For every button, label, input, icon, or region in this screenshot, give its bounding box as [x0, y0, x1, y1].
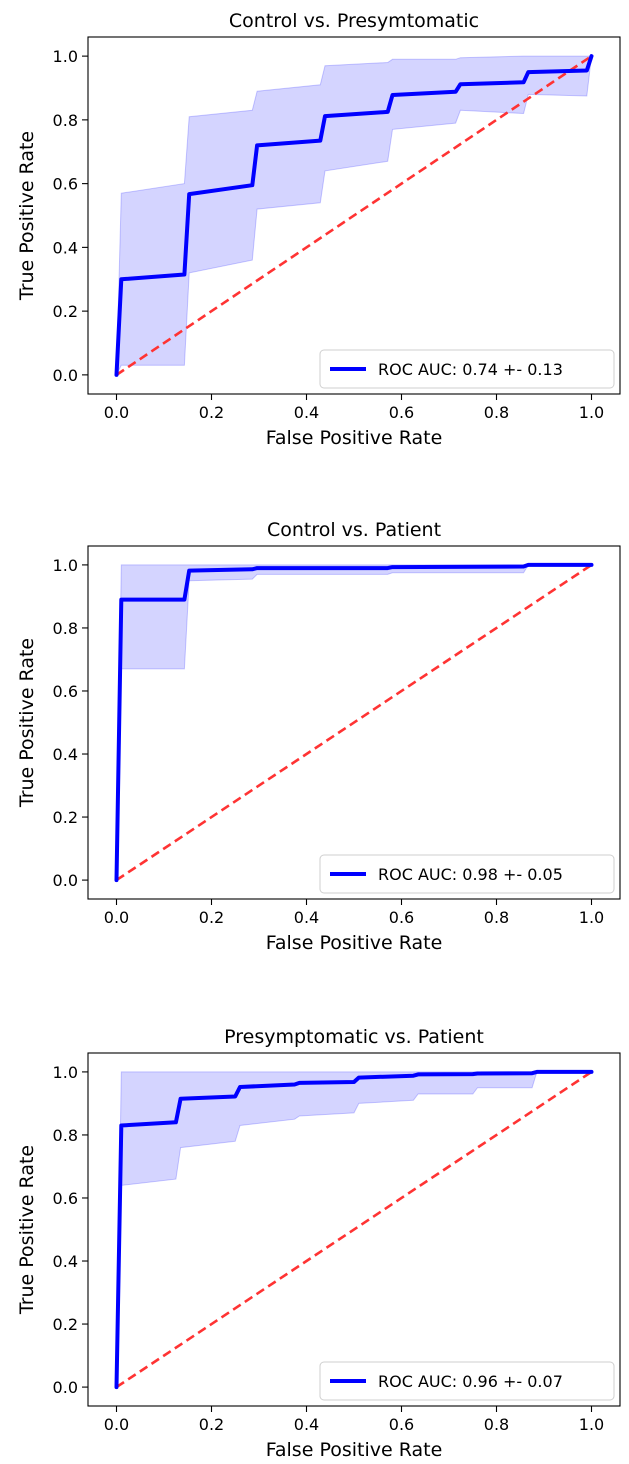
- y-tick-label: 0.4: [53, 745, 78, 764]
- y-tick-label: 1.0: [53, 556, 78, 575]
- roc-confidence-band: [116, 1071, 592, 1388]
- legend-label: ROC AUC: 0.74 +- 0.13: [378, 360, 563, 379]
- y-tick-label: 0.6: [53, 1189, 78, 1208]
- legend-box: [319, 854, 615, 894]
- chart-title: Presymptomatic vs. Patient: [224, 1026, 484, 1048]
- y-tick-label: 1.0: [53, 1063, 78, 1082]
- legend-box: [319, 349, 615, 389]
- chance-diagonal-line: [115, 55, 593, 376]
- y-tick-label: 0.6: [53, 682, 78, 701]
- legend: ROC AUC: 0.98 +- 0.05: [319, 854, 615, 894]
- chart-title: Control vs. Presymtomatic: [229, 10, 479, 32]
- roc-panel-2: 0.0 0.2 0.4 0.6 0.8 1.0 0.0 0.2 0.4 0.6 0.8 1.0 Cont…: [16, 519, 621, 954]
- roc-panel-1: 0.0 0.2 0.4 0.6 0.8 1.0 0.0 0.2 0.4 0.6 0.8 1.0 Cont…: [16, 10, 621, 449]
- y-tick-label: 0.8: [53, 111, 78, 130]
- legend-label: ROC AUC: 0.96 +- 0.07: [378, 1372, 563, 1391]
- y-tick-label: 0.8: [53, 619, 78, 638]
- y-tick-label: 1.0: [53, 47, 78, 66]
- chance-diagonal-line: [115, 1070, 593, 1389]
- plot-frame: [87, 36, 621, 395]
- x-tick-label: 0.6: [389, 1415, 414, 1434]
- legend-label: ROC AUC: 0.98 +- 0.05: [378, 865, 563, 884]
- y-tick-label: 0.0: [53, 1378, 78, 1397]
- legend: ROC AUC: 0.74 +- 0.13: [319, 349, 615, 389]
- y-tick-label: 0.0: [53, 366, 78, 385]
- y-axis-label: True Positive Rate: [16, 131, 38, 301]
- y-tick-label: 0.2: [53, 1315, 78, 1334]
- legend-box: [319, 1361, 615, 1401]
- chance-diagonal-line: [115, 563, 593, 882]
- y-tick-label: 0.6: [53, 175, 78, 194]
- roc-curve-line: [114, 54, 594, 377]
- y-tick-label: 0.0: [53, 871, 78, 890]
- x-tick-label: 0.2: [199, 1415, 224, 1434]
- x-tick-label: 0.4: [294, 403, 319, 422]
- chart-title: Control vs. Patient: [267, 519, 441, 541]
- plot-frame: [87, 545, 621, 900]
- x-tick-label: 0.8: [484, 403, 509, 422]
- roc-curve-line: [114, 562, 594, 883]
- y-axis-label: True Positive Rate: [16, 1145, 38, 1315]
- roc-panel-3: 0.0 0.2 0.4 0.6 0.8 1.0 0.0 0.2 0.4 0.6 0.8 1.0 Pres…: [16, 1026, 621, 1461]
- y-tick-label: 0.2: [53, 808, 78, 827]
- x-tick-label: 0.8: [484, 1415, 509, 1434]
- x-tick-label: 0.4: [294, 1415, 319, 1434]
- x-axis-label: False Positive Rate: [266, 427, 443, 449]
- y-axis-label: True Positive Rate: [16, 638, 38, 808]
- y-tick-label: 0.4: [53, 1252, 78, 1271]
- x-tick-label: 0.0: [104, 908, 129, 927]
- x-tick-label: 0.4: [294, 908, 319, 927]
- x-tick-label: 0.2: [199, 908, 224, 927]
- x-axis-label: False Positive Rate: [266, 932, 443, 954]
- y-tick-label: 0.2: [53, 302, 78, 321]
- roc-confidence-band: [116, 564, 592, 881]
- x-tick-label: 0.6: [389, 908, 414, 927]
- y-tick-label: 0.4: [53, 238, 78, 257]
- x-tick-label: 0.0: [104, 1415, 129, 1434]
- plot-frame: [87, 1052, 621, 1407]
- x-tick-label: 1.0: [579, 908, 604, 927]
- x-tick-label: 0.8: [484, 908, 509, 927]
- x-tick-label: 0.6: [389, 403, 414, 422]
- legend: ROC AUC: 0.96 +- 0.07: [319, 1361, 615, 1401]
- y-tick-label: 0.8: [53, 1126, 78, 1145]
- x-axis-label: False Positive Rate: [266, 1439, 443, 1461]
- x-tick-label: 1.0: [579, 403, 604, 422]
- x-tick-label: 1.0: [579, 1415, 604, 1434]
- roc-curve-line: [114, 1069, 594, 1390]
- x-tick-label: 0.2: [199, 403, 224, 422]
- x-tick-label: 0.0: [104, 403, 129, 422]
